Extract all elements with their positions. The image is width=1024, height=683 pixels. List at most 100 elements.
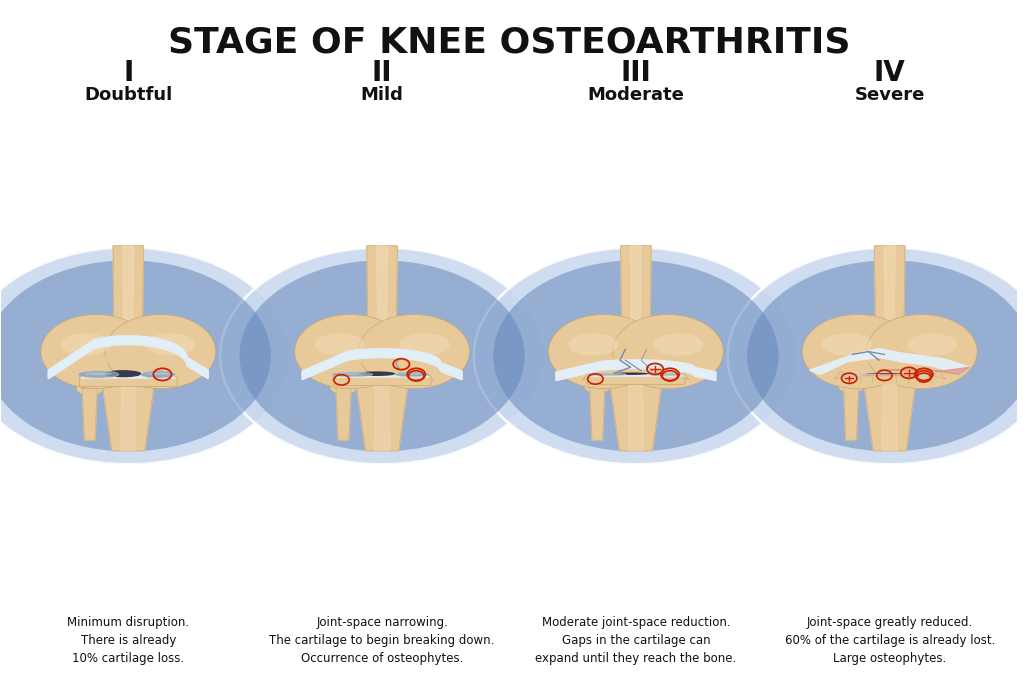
Polygon shape xyxy=(556,360,716,380)
Polygon shape xyxy=(583,373,593,380)
Ellipse shape xyxy=(104,314,216,389)
Polygon shape xyxy=(102,385,154,451)
Ellipse shape xyxy=(584,380,610,393)
Ellipse shape xyxy=(394,372,429,377)
Polygon shape xyxy=(82,389,97,440)
Polygon shape xyxy=(621,246,651,347)
Ellipse shape xyxy=(648,373,683,376)
FancyBboxPatch shape xyxy=(587,375,685,385)
Text: IV: IV xyxy=(873,59,905,87)
Ellipse shape xyxy=(568,333,618,356)
Polygon shape xyxy=(556,360,716,380)
Ellipse shape xyxy=(104,370,141,377)
Text: Doubtful: Doubtful xyxy=(84,86,172,104)
Text: Joint-space greatly reduced.
60% of the cartilage is already lost.
Large osteoph: Joint-space greatly reduced. 60% of the … xyxy=(784,616,995,665)
Text: II: II xyxy=(372,59,392,87)
Ellipse shape xyxy=(866,314,977,389)
Ellipse shape xyxy=(728,247,1024,464)
Polygon shape xyxy=(810,349,970,374)
Ellipse shape xyxy=(748,260,1024,451)
Ellipse shape xyxy=(141,371,175,378)
Polygon shape xyxy=(81,372,175,378)
Polygon shape xyxy=(356,384,408,451)
Polygon shape xyxy=(113,246,143,347)
Polygon shape xyxy=(375,384,389,451)
Polygon shape xyxy=(48,336,208,378)
Ellipse shape xyxy=(653,333,703,356)
Polygon shape xyxy=(589,374,683,376)
Text: Minimum disruption.
There is already
10% cartilage loss.: Minimum disruption. There is already 10%… xyxy=(68,616,189,665)
Polygon shape xyxy=(679,373,689,380)
Polygon shape xyxy=(101,359,155,361)
Ellipse shape xyxy=(494,260,778,451)
Polygon shape xyxy=(884,246,895,347)
Ellipse shape xyxy=(612,372,649,375)
Text: Severe: Severe xyxy=(855,86,925,104)
Text: STAGE OF KNEE OSTEOARTHRITIS: STAGE OF KNEE OSTEOARTHRITIS xyxy=(168,25,850,59)
Polygon shape xyxy=(367,246,397,347)
Polygon shape xyxy=(874,246,905,347)
Ellipse shape xyxy=(314,333,365,356)
Polygon shape xyxy=(843,376,937,382)
Ellipse shape xyxy=(822,333,872,356)
Polygon shape xyxy=(844,386,858,440)
Ellipse shape xyxy=(220,247,544,464)
Polygon shape xyxy=(336,388,351,440)
Text: I: I xyxy=(123,59,133,87)
Polygon shape xyxy=(864,382,915,451)
Ellipse shape xyxy=(399,373,424,375)
Ellipse shape xyxy=(146,372,170,375)
Ellipse shape xyxy=(399,333,450,356)
Text: III: III xyxy=(621,59,651,87)
Ellipse shape xyxy=(0,260,271,451)
Text: Moderate: Moderate xyxy=(588,86,684,104)
Polygon shape xyxy=(835,371,848,379)
Ellipse shape xyxy=(840,374,880,375)
Ellipse shape xyxy=(146,333,196,356)
Ellipse shape xyxy=(76,382,103,395)
Polygon shape xyxy=(355,359,409,361)
Ellipse shape xyxy=(865,373,903,374)
Polygon shape xyxy=(863,359,916,361)
Text: Mild: Mild xyxy=(360,86,403,104)
Ellipse shape xyxy=(612,314,723,389)
Polygon shape xyxy=(883,382,897,451)
Ellipse shape xyxy=(838,380,864,393)
FancyBboxPatch shape xyxy=(333,376,431,385)
Ellipse shape xyxy=(549,314,659,389)
Ellipse shape xyxy=(592,374,621,375)
Polygon shape xyxy=(81,372,175,378)
Polygon shape xyxy=(609,359,663,361)
Ellipse shape xyxy=(60,333,111,356)
Polygon shape xyxy=(302,349,462,380)
Polygon shape xyxy=(810,349,970,374)
Ellipse shape xyxy=(338,373,367,375)
Ellipse shape xyxy=(78,371,119,378)
Text: Joint-space narrowing.
The cartilage to begin breaking down.
Occurrence of osteo: Joint-space narrowing. The cartilage to … xyxy=(269,616,495,665)
Polygon shape xyxy=(610,383,662,451)
Ellipse shape xyxy=(84,372,113,375)
Polygon shape xyxy=(123,246,134,347)
Ellipse shape xyxy=(653,374,678,375)
Polygon shape xyxy=(48,336,208,378)
Ellipse shape xyxy=(0,247,291,464)
Ellipse shape xyxy=(586,373,627,376)
Ellipse shape xyxy=(474,247,798,464)
Polygon shape xyxy=(121,385,136,451)
Ellipse shape xyxy=(330,381,357,394)
Ellipse shape xyxy=(907,333,957,356)
Ellipse shape xyxy=(240,260,524,451)
Polygon shape xyxy=(335,374,429,377)
Polygon shape xyxy=(589,374,683,376)
Ellipse shape xyxy=(295,314,406,389)
FancyBboxPatch shape xyxy=(79,376,177,387)
Polygon shape xyxy=(302,349,462,380)
Polygon shape xyxy=(377,246,388,347)
Polygon shape xyxy=(335,374,429,377)
Polygon shape xyxy=(879,367,970,374)
Polygon shape xyxy=(629,383,643,451)
Text: Moderate joint-space reduction.
Gaps in the cartilage can
expand until they reac: Moderate joint-space reduction. Gaps in … xyxy=(536,616,736,665)
Polygon shape xyxy=(932,371,945,379)
Ellipse shape xyxy=(803,314,913,389)
Ellipse shape xyxy=(332,372,373,377)
